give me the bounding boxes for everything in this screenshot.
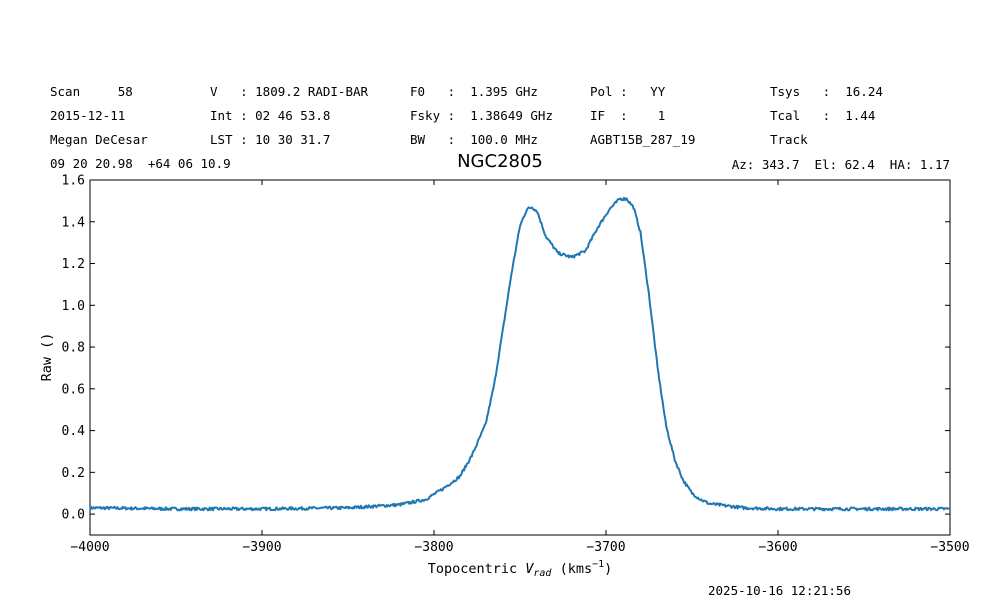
y-axis-ticks: 0.0 0.2 0.4 0.6 0.8 1.0 1.2 1.4 1.6: [62, 174, 950, 523]
x-tick-label: −3700: [586, 540, 625, 555]
chart-title: NGC2805: [457, 151, 543, 172]
velocity-label: V : 1809.2 RADI-BAR: [210, 84, 369, 99]
x-tick-label: −3800: [414, 540, 453, 555]
x-tick-label: −4000: [70, 540, 109, 555]
y-tick-label: 0.4: [62, 424, 86, 439]
scan-label: Scan 58: [50, 84, 133, 99]
coordinates-label: 09 20 20.98 +64 06 10.9: [50, 156, 231, 171]
x-axis-label: Topocentric Vrad (kms−1): [428, 559, 613, 579]
y-tick-label: 1.2: [62, 257, 85, 272]
observer-label: Megan DeCesar: [50, 132, 148, 147]
integration-label: Int : 02 46 53.8: [210, 108, 331, 123]
tcal-label: Tcal : 1.44: [770, 108, 876, 123]
azimuth-elevation-label: Az: 343.7 El: 62.4 HA: 1.17: [731, 157, 950, 172]
x-axis-ticks: −4000 −3900 −3800 −3700 −3600 −3500: [70, 180, 970, 555]
y-axis-label: Raw (): [39, 333, 55, 382]
y-tick-label: 0.0: [62, 508, 85, 523]
date-label: 2015-12-11: [50, 108, 126, 123]
x-tick-label: −3600: [758, 540, 797, 555]
project-label: AGBT15B_287_19: [590, 132, 696, 147]
y-tick-label: 1.4: [62, 215, 86, 230]
lst-label: LST : 10 30 31.7: [210, 132, 331, 147]
y-tick-label: 1.6: [62, 174, 85, 189]
x-tick-label: −3500: [930, 540, 969, 555]
y-tick-label: 0.6: [62, 382, 85, 397]
y-tick-label: 1.0: [62, 299, 85, 314]
mode-label: Track: [770, 132, 808, 147]
x-tick-label: −3900: [242, 540, 281, 555]
plot-frame: [89, 179, 951, 536]
y-tick-label: 0.8: [62, 341, 85, 356]
tsys-label: Tsys : 16.24: [770, 84, 883, 99]
y-tick-label: 0.2: [62, 466, 85, 481]
timestamp-label: 2025-10-16 12:21:56: [708, 583, 851, 598]
spectrum-line: [89, 196, 951, 512]
rest-frequency-label: F0 : 1.395 GHz: [410, 84, 538, 99]
if-label: IF : 1: [590, 108, 666, 123]
polarization-label: Pol : YY: [590, 84, 666, 99]
bandwidth-label: BW : 100.0 MHz: [410, 132, 538, 147]
sky-frequency-label: Fsky : 1.38649 GHz: [410, 108, 553, 123]
